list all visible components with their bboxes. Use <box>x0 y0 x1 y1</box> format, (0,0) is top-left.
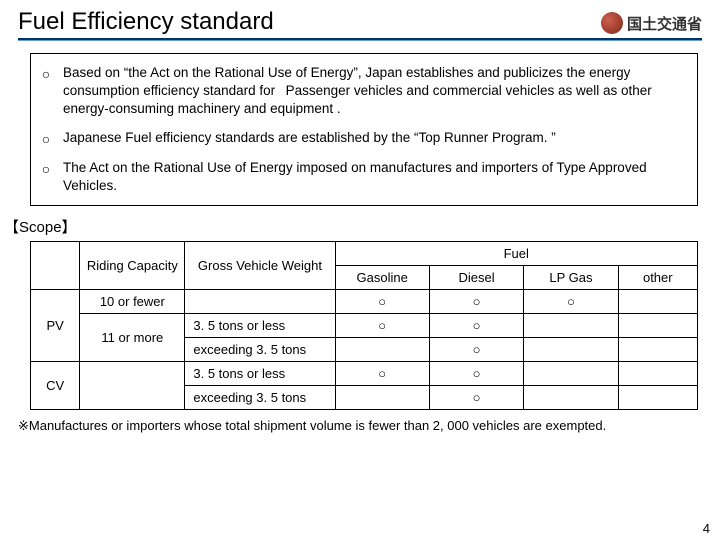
ministry-label: 国土交通省 <box>627 13 702 34</box>
cell-blank <box>618 337 697 361</box>
cell-gvw-le: 3. 5 tons or less <box>185 313 335 337</box>
cell-riding-10: 10 or fewer <box>80 289 185 313</box>
cell-blank <box>524 337 618 361</box>
table-row: CV 3. 5 tons or less ○ ○ <box>31 361 698 385</box>
bullet-item: ○ The Act on the Rational Use of Energy … <box>39 159 685 195</box>
cell-blank <box>524 361 618 385</box>
col-diesel: Diesel <box>429 265 523 289</box>
cell-mark: ○ <box>524 289 618 313</box>
cell-blank <box>524 313 618 337</box>
page-title: Fuel Efficiency standard <box>18 8 274 38</box>
col-blank <box>31 241 80 289</box>
cell-cv: CV <box>31 361 80 409</box>
cell-mark: ○ <box>335 313 429 337</box>
cell-blank <box>335 385 429 409</box>
bullet-marker-icon: ○ <box>39 130 53 149</box>
bullet-text: The Act on the Rational Use of Energy im… <box>63 159 685 195</box>
footnote: ※Manufactures or importers whose total s… <box>18 418 698 435</box>
cell-blank <box>618 313 697 337</box>
cell-blank <box>335 337 429 361</box>
cell-gvw-blank <box>185 289 335 313</box>
cell-mark: ○ <box>335 361 429 385</box>
cell-blank <box>80 361 185 409</box>
col-other: other <box>618 265 697 289</box>
table-row: 11 or more 3. 5 tons or less ○ ○ <box>31 313 698 337</box>
ministry-logo: 国土交通省 <box>601 12 702 38</box>
bullet-text: Japanese Fuel efficiency standards are e… <box>63 129 556 147</box>
col-riding: Riding Capacity <box>80 241 185 289</box>
cell-mark: ○ <box>429 289 523 313</box>
cell-blank <box>618 361 697 385</box>
cell-riding-11: 11 or more <box>80 313 185 361</box>
cell-mark: ○ <box>429 361 523 385</box>
intro-box: ○ Based on “the Act on the Rational Use … <box>30 53 698 206</box>
cell-blank <box>618 289 697 313</box>
ministry-icon <box>601 12 623 34</box>
bullet-item: ○ Japanese Fuel efficiency standards are… <box>39 129 685 149</box>
col-gasoline: Gasoline <box>335 265 429 289</box>
table-row: PV 10 or fewer ○ ○ ○ <box>31 289 698 313</box>
cell-blank <box>524 385 618 409</box>
cell-mark: ○ <box>429 385 523 409</box>
cell-mark: ○ <box>335 289 429 313</box>
cell-gvw-gt: exceeding 3. 5 tons <box>185 385 335 409</box>
cell-blank <box>618 385 697 409</box>
title-underline <box>18 38 702 41</box>
page-number: 4 <box>703 521 710 536</box>
table-header-row: Riding Capacity Gross Vehicle Weight Fue… <box>31 241 698 265</box>
bullet-text: Based on “the Act on the Rational Use of… <box>63 64 685 119</box>
cell-gvw-gt: exceeding 3. 5 tons <box>185 337 335 361</box>
col-lpgas: LP Gas <box>524 265 618 289</box>
cell-gvw-le: 3. 5 tons or less <box>185 361 335 385</box>
header: Fuel Efficiency standard 国土交通省 <box>0 0 720 38</box>
cell-mark: ○ <box>429 313 523 337</box>
bullet-item: ○ Based on “the Act on the Rational Use … <box>39 64 685 119</box>
bullet-marker-icon: ○ <box>39 160 53 179</box>
scope-table: Riding Capacity Gross Vehicle Weight Fue… <box>30 241 698 410</box>
scope-heading: 【Scope】 <box>4 216 720 237</box>
cell-pv: PV <box>31 289 80 361</box>
bullet-marker-icon: ○ <box>39 65 53 84</box>
col-gvw: Gross Vehicle Weight <box>185 241 335 289</box>
col-fuel: Fuel <box>335 241 697 265</box>
cell-mark: ○ <box>429 337 523 361</box>
